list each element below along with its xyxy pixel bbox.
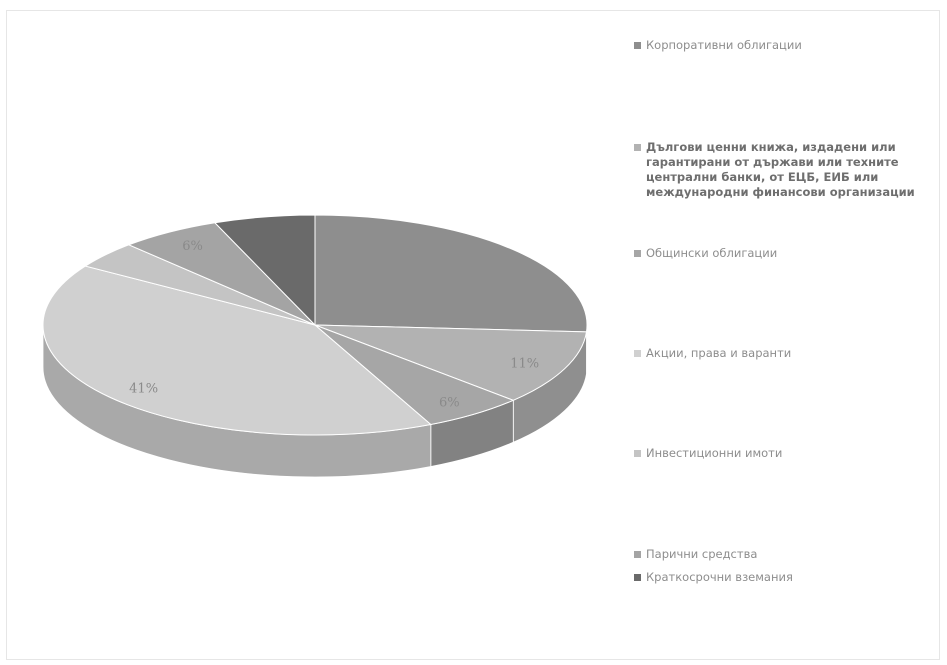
legend-label: Краткосрочни вземания <box>646 570 793 584</box>
legend-label: Инвестиционни имоти <box>646 446 783 460</box>
legend-swatch <box>634 450 641 457</box>
legend-label: Парични средства <box>646 547 758 561</box>
chart-area <box>6 10 940 660</box>
slice-4 <box>42 265 432 436</box>
slice-7 <box>213 214 316 327</box>
slice-1 <box>314 214 588 333</box>
slice-3-data-label: 6% <box>439 396 460 411</box>
legend-label: Дългови ценни книжа, издадени или гарант… <box>646 140 915 199</box>
legend-swatch <box>634 144 641 151</box>
pie-data-labels: 11% 6% 41% 6% <box>129 239 539 410</box>
legend-label: Акции, права и варанти <box>646 346 792 360</box>
legend-swatch <box>634 551 641 558</box>
slice-6-data-label: 6% <box>182 239 203 254</box>
legend-item-receivables: Краткосрочни вземания <box>634 570 934 585</box>
legend-item-corporate-bonds: Корпоративни облигации <box>634 38 934 53</box>
legend-swatch <box>634 42 641 49</box>
slice-4-data-label: 41% <box>129 382 158 397</box>
legend-label: Общински облигации <box>646 246 778 260</box>
legend-item-investment-property: Инвестиционни имоти <box>634 446 934 461</box>
slice-2-data-label: 11% <box>510 357 539 372</box>
legend-swatch <box>634 250 641 257</box>
legend-label: Корпоративни облигации <box>646 38 802 52</box>
legend-item-cash: Парични средства <box>634 547 934 562</box>
pie-tops <box>42 214 588 436</box>
pie-sides <box>42 324 588 478</box>
legend-item-government-securities: Дългови ценни книжа, издадени или гарант… <box>634 140 934 200</box>
legend-item-shares: Акции, права и варанти <box>634 346 934 361</box>
chart-legend: Корпоративни облигации Дългови ценни кни… <box>634 0 934 665</box>
slice-2 <box>314 324 588 401</box>
legend-swatch <box>634 350 641 357</box>
legend-item-municipal-bonds: Общински облигации <box>634 246 934 261</box>
legend-swatch <box>634 574 641 581</box>
